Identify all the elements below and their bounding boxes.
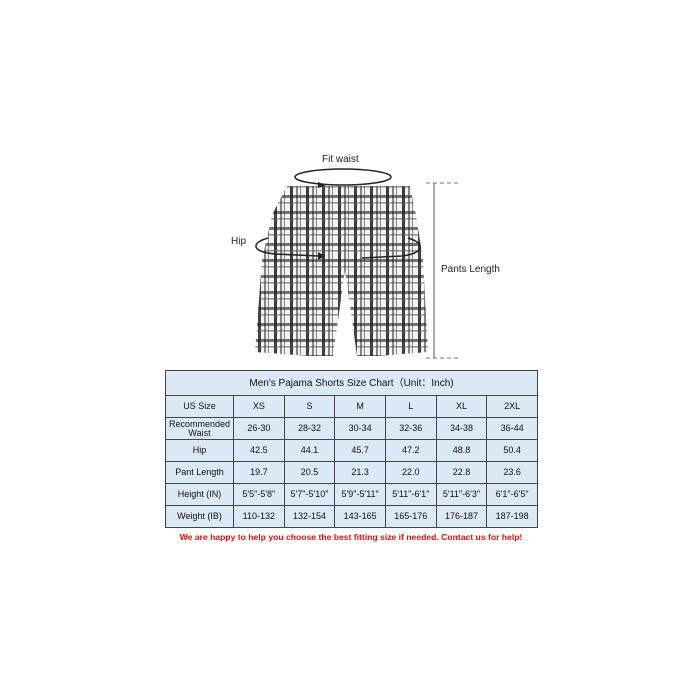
table-cell: 42.5	[233, 439, 285, 462]
header-cell: XS	[233, 395, 285, 418]
table-row: Recommended Waist 26-30 28-32 30-34 32-36 34-…	[165, 417, 538, 440]
table-cell: 22.0	[384, 461, 437, 484]
table-cell: 5'5"-5'8"	[233, 483, 285, 506]
header-cell: L	[384, 395, 437, 418]
table-cell: 5'7"-5'10"	[283, 483, 336, 506]
waist-arrow	[294, 168, 392, 186]
table-cell: 110-132	[233, 505, 285, 528]
header-cell: M	[334, 395, 386, 418]
waist-arrow-head	[318, 182, 326, 188]
table-cell: Recommended Waist	[165, 417, 234, 440]
table-cell: 176-187	[435, 505, 488, 528]
table-cell: 5'11"-6'3"	[435, 483, 488, 506]
table-cell: 187-198	[486, 505, 538, 528]
table-cell: 22.8	[435, 461, 488, 484]
hip-arrow-left	[255, 237, 319, 257]
size-chart-table: Men's Pajama Shorts Size Chart（Unit：Inch…	[165, 370, 538, 528]
table-row: Pant Length 19.7 20.5 21.3 22.0 22.8 23.6	[165, 461, 538, 484]
plaid-shorts-image	[255, 186, 428, 356]
table-cell: 21.3	[334, 461, 386, 484]
table-cell: 48.8	[435, 439, 488, 462]
header-cell: US Size	[165, 395, 234, 418]
table-cell: Height (IN)	[165, 483, 234, 506]
hip-arrow-right	[361, 237, 421, 259]
table-cell: 19.7	[233, 461, 285, 484]
table-cell: 28-32	[283, 417, 336, 440]
table-cell: 143-165	[334, 505, 386, 528]
table-row: Weight (IB) 110-132 132-154 143-165 165-176 1…	[165, 505, 538, 528]
shorts-diagram	[255, 168, 460, 359]
table-cell: Weight (IB)	[165, 505, 234, 528]
header-cell: XL	[435, 395, 488, 418]
pants-length-label: Pants Length	[441, 264, 500, 275]
table-cell: 47.2	[384, 439, 437, 462]
table-cell: 50.4	[486, 439, 538, 462]
table-cell: 23.6	[486, 461, 538, 484]
table-cell: 45.7	[334, 439, 386, 462]
table-cell: Hip	[165, 439, 234, 462]
table-header-row: US Size XS S M L XL 2XL	[165, 395, 538, 418]
table-title: Men's Pajama Shorts Size Chart（Unit：Inch…	[165, 370, 538, 396]
table-cell: 36-44	[486, 417, 538, 440]
table-cell: 32-36	[384, 417, 437, 440]
header-cell: 2XL	[486, 395, 538, 418]
table-cell: 20.5	[283, 461, 336, 484]
header-cell: S	[283, 395, 336, 418]
table-cell: Pant Length	[165, 461, 234, 484]
help-note: We are happy to help you choose the best…	[179, 532, 523, 542]
table-row: Hip 42.5 44.1 45.7 47.2 48.8 50.4	[165, 439, 538, 462]
table-cell: 6'1"-6'5"	[486, 483, 538, 506]
table-cell: 132-154	[283, 505, 336, 528]
table-cell: 44.1	[283, 439, 336, 462]
table-cell: 5'9"-5'11"	[334, 483, 386, 506]
table-row: Height (IN) 5'5"-5'8" 5'7"-5'10" 5'9"-5'11"…	[165, 483, 538, 506]
table-cell: 5'11"-6'1"	[384, 483, 437, 506]
fit-waist-label: Fit waist	[322, 154, 359, 165]
table-cell: 26-30	[233, 417, 285, 440]
table-cell: 165-176	[384, 505, 437, 528]
table-cell: 30-34	[334, 417, 386, 440]
table-cell: 34-38	[435, 417, 488, 440]
hip-label: Hip	[231, 236, 247, 247]
